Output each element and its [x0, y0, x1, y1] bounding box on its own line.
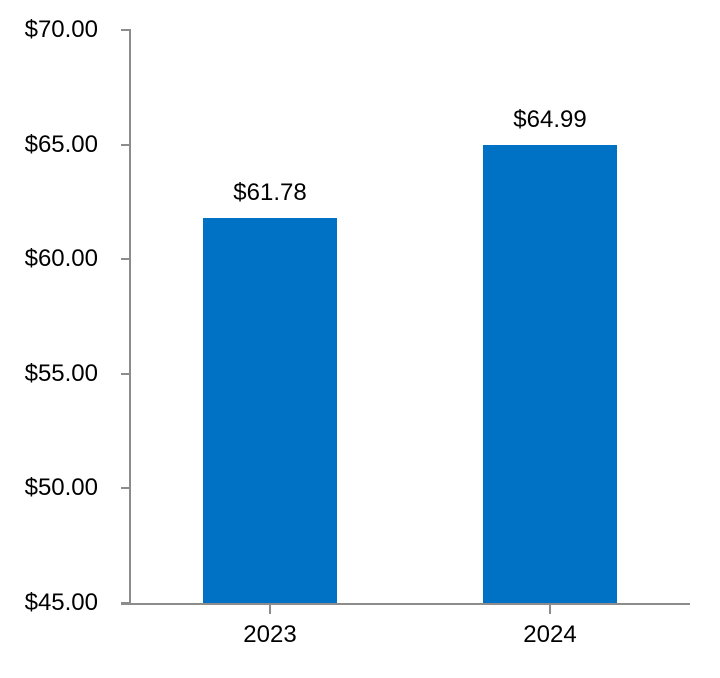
y-tick: [121, 143, 130, 146]
x-axis-line: [121, 603, 690, 605]
y-tick: [121, 29, 130, 31]
y-tick-label: $50.00: [24, 474, 98, 502]
y-tick-label: $60.00: [24, 245, 98, 273]
y-tick-label: $55.00: [24, 359, 98, 387]
y-tick: [121, 372, 130, 375]
y-axis-line: [129, 29, 131, 605]
x-tick: [269, 605, 271, 614]
y-tick-label: $45.00: [24, 589, 98, 616]
y-tick: [121, 602, 130, 604]
x-tick-label: 2023: [243, 621, 297, 648]
x-tick: [549, 605, 551, 614]
y-tick: [121, 487, 130, 490]
bar-2024: [483, 144, 617, 603]
y-tick: [121, 258, 130, 261]
bar-value-label: $61.78: [233, 179, 307, 207]
y-tick-label: $70.00: [24, 16, 98, 43]
y-tick-label: $65.00: [24, 130, 98, 158]
bar-value-label: $64.99: [513, 105, 587, 133]
x-tick-label: 2024: [523, 621, 577, 648]
bar-2023: [203, 218, 337, 603]
